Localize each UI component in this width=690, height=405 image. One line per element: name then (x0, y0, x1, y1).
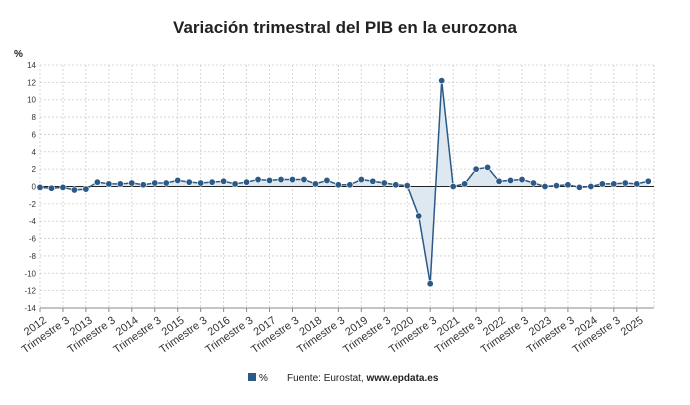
data-point (369, 177, 377, 185)
data-point (243, 178, 251, 186)
data-point (82, 185, 90, 193)
data-point (529, 179, 537, 187)
y-tick-labels: -14 -12 -10 -8 -6 -4 -2 0 2 4 6 8 10 12 14 (24, 61, 36, 313)
y-tick-label: -2 (29, 200, 37, 209)
data-point (392, 181, 400, 189)
data-point (380, 179, 388, 187)
data-point (507, 176, 515, 184)
x-tick-label: 2025 (619, 315, 646, 339)
data-point (162, 179, 170, 187)
y-tick-label: -6 (29, 235, 37, 244)
data-point (644, 177, 652, 185)
y-axis-label: % (14, 49, 23, 60)
data-point (610, 180, 618, 188)
data-point (541, 183, 549, 191)
y-tick-label: -12 (24, 287, 36, 296)
data-point (334, 181, 342, 189)
data-point (403, 182, 411, 190)
y-tick-label: -14 (24, 304, 36, 313)
y-tick-label: 8 (32, 113, 37, 122)
data-point (185, 178, 193, 186)
data-points (36, 77, 652, 288)
y-tick-label: 6 (32, 130, 37, 139)
chart-title: Variación trimestral del PIB en la euroz… (173, 18, 517, 37)
data-point (266, 176, 274, 184)
data-point (311, 180, 319, 188)
data-point (300, 176, 308, 184)
data-point (174, 176, 182, 184)
data-point (449, 183, 457, 191)
y-tick-label: -4 (29, 217, 37, 226)
data-point (633, 180, 641, 188)
data-point (139, 181, 147, 189)
data-point (598, 180, 606, 188)
data-point (587, 183, 595, 191)
data-point (93, 178, 101, 186)
data-point (564, 181, 572, 189)
data-point (426, 280, 434, 288)
y-tick-label: -8 (29, 252, 37, 261)
source-note: Fuente: Eurostat, www.epdata.es (287, 373, 439, 384)
data-point (208, 178, 216, 186)
y-tick-label: 4 (32, 148, 37, 157)
y-tick-label: 10 (27, 96, 36, 105)
data-point (461, 180, 469, 188)
data-point (277, 176, 285, 184)
data-point (518, 176, 526, 184)
data-point (59, 183, 67, 191)
y-tick-label: -10 (24, 269, 36, 278)
data-point (36, 183, 44, 191)
data-point (495, 177, 503, 185)
data-point (438, 77, 446, 85)
data-point (357, 176, 365, 184)
y-tick-label: 12 (27, 78, 36, 87)
y-tick-label: 0 (32, 183, 37, 192)
source-site: www.epdata.es (366, 373, 439, 384)
data-point (484, 163, 492, 171)
area-fill (40, 80, 649, 284)
area-shape (40, 80, 649, 284)
source-prefix: Fuente: Eurostat, (287, 373, 367, 384)
data-point (116, 180, 124, 188)
data-point (552, 182, 560, 190)
y-tick-label: 2 (32, 165, 37, 174)
data-point (346, 181, 354, 189)
data-point (323, 176, 331, 184)
data-point (621, 179, 629, 187)
data-point (70, 186, 78, 194)
data-point (220, 177, 228, 185)
legend-swatch (248, 373, 256, 381)
data-point (231, 180, 239, 188)
data-point (128, 179, 136, 187)
data-point (47, 184, 55, 192)
data-point (254, 176, 262, 184)
data-point (575, 183, 583, 191)
data-point (288, 176, 296, 184)
data-point (197, 179, 205, 187)
legend-label: % (259, 373, 268, 384)
data-point (151, 179, 159, 187)
data-point (415, 212, 423, 220)
legend: % Fuente: Eurostat, www.epdata.es (248, 373, 439, 384)
y-tick-label: 14 (27, 61, 36, 70)
data-point (472, 165, 480, 173)
data-point (105, 180, 113, 188)
